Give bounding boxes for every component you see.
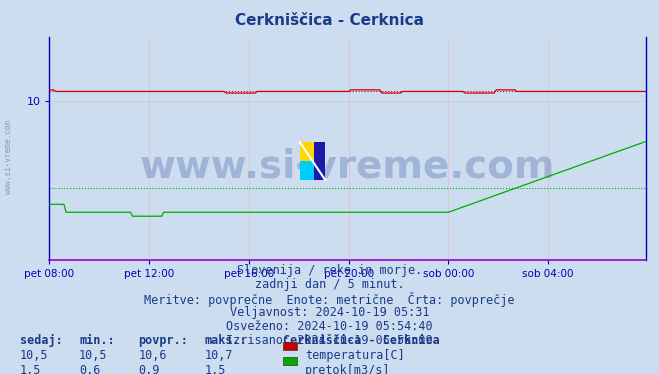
- Text: 10,5: 10,5: [79, 349, 107, 362]
- Text: 0,9: 0,9: [138, 364, 159, 374]
- Text: 10,7: 10,7: [204, 349, 233, 362]
- Text: 1,5: 1,5: [20, 364, 41, 374]
- Text: www.si-vreme.com: www.si-vreme.com: [4, 120, 13, 194]
- Text: 10,6: 10,6: [138, 349, 167, 362]
- Text: 0,6: 0,6: [79, 364, 100, 374]
- Text: min.:: min.:: [79, 334, 115, 347]
- Text: Meritve: povprečne  Enote: metrične  Črta: povprečje: Meritve: povprečne Enote: metrične Črta:…: [144, 292, 515, 307]
- Text: 1,5: 1,5: [204, 364, 225, 374]
- Text: Izrisano: 2024-10-19 05:56:09: Izrisano: 2024-10-19 05:56:09: [226, 334, 433, 347]
- Text: www.si-vreme.com: www.si-vreme.com: [140, 147, 556, 186]
- Text: Slovenija / reke in morje.: Slovenija / reke in morje.: [237, 264, 422, 278]
- Text: zadnji dan / 5 minut.: zadnji dan / 5 minut.: [254, 278, 405, 291]
- Text: maks.:: maks.:: [204, 334, 247, 347]
- Text: 10,5: 10,5: [20, 349, 48, 362]
- Text: Cerkniščica - Cerknica: Cerkniščica - Cerknica: [283, 334, 440, 347]
- Text: pretok[m3/s]: pretok[m3/s]: [305, 364, 391, 374]
- Text: Cerkniščica - Cerknica: Cerkniščica - Cerknica: [235, 13, 424, 28]
- Text: sedaj:: sedaj:: [20, 334, 63, 347]
- Text: Osveženo: 2024-10-19 05:54:40: Osveženo: 2024-10-19 05:54:40: [226, 320, 433, 333]
- Text: povpr.:: povpr.:: [138, 334, 188, 347]
- Text: temperatura[C]: temperatura[C]: [305, 349, 405, 362]
- Text: Veljavnost: 2024-10-19 05:31: Veljavnost: 2024-10-19 05:31: [230, 306, 429, 319]
